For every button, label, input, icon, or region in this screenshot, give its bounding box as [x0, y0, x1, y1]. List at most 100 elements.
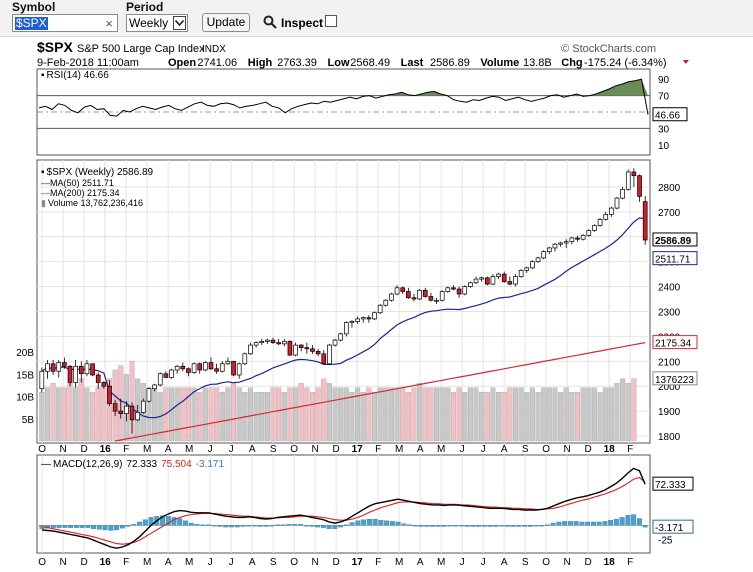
macd-month-label: J: [229, 557, 234, 568]
macd-hist-bar: [412, 525, 418, 527]
candle-body: [642, 201, 648, 241]
down-arrow-icon: [682, 60, 689, 64]
macd-hist-bar: [309, 525, 315, 527]
candle-body: [637, 175, 642, 197]
volume-bar: [580, 387, 586, 442]
volume-bar: [73, 387, 79, 442]
macd-hist-bar: [464, 525, 470, 527]
price-month-label: M: [185, 444, 193, 455]
quote-high-key: High: [248, 57, 273, 69]
ma200-legend: —MA(200) 2175.34: [41, 188, 120, 198]
macd-month-label: O: [38, 557, 46, 568]
macd-hist-bar: [62, 525, 68, 528]
volume-bar: [625, 383, 631, 442]
ma200-tag: 2175.34: [655, 339, 692, 350]
macd-hist-bar: [102, 525, 108, 531]
macd-month-label: A: [249, 557, 256, 568]
volume-bar: [219, 392, 225, 442]
volume-bar: [456, 387, 462, 442]
volume-bar: [360, 392, 366, 442]
candle-body: [428, 296, 434, 301]
volume-bar: [631, 378, 637, 442]
volume-tag-box: [652, 371, 698, 386]
volume-bar: [90, 392, 96, 442]
macd-month-label: N: [564, 557, 571, 568]
macd-hist-bar: [527, 525, 533, 527]
price-month-label: O: [542, 444, 550, 455]
quote-open-key: Open: [168, 57, 196, 69]
volume-bar: [586, 387, 592, 442]
candle-body: [180, 365, 186, 370]
volume-tick-label: 5B: [22, 415, 35, 426]
chevron-down-icon[interactable]: [173, 16, 186, 30]
candle-body: [558, 242, 563, 245]
candle-body: [332, 339, 338, 346]
macd-signal-value: 75.504: [161, 459, 192, 470]
candle-body: [451, 287, 456, 290]
macd-hist-bar: [435, 525, 441, 527]
candle-body: [270, 339, 276, 343]
candle-body: [231, 360, 236, 376]
volume-bar: [608, 387, 614, 442]
macd-hist-bar: [131, 524, 137, 526]
candle-body: [439, 291, 445, 301]
macd-hist-bar: [510, 525, 516, 527]
volume-bar: [597, 392, 603, 442]
price-month-label: N: [60, 444, 67, 455]
candle-body: [530, 261, 535, 269]
volume-bar: [247, 387, 253, 442]
volume-bar: [253, 392, 259, 442]
volume-bar: [95, 387, 101, 442]
volume-bar: [174, 387, 180, 442]
candle-body: [366, 317, 372, 320]
macd-hist-bar: [315, 525, 321, 528]
macd-hist-bar: [579, 521, 585, 526]
price-month-label: 17: [352, 444, 364, 455]
candle-body: [400, 287, 406, 292]
volume-bar: [264, 392, 270, 442]
macd-month-label: F: [375, 557, 381, 568]
candle-body: [67, 365, 73, 383]
candle-body: [276, 342, 281, 345]
volume-tick-label: 15B: [16, 370, 34, 381]
rsi-series: [37, 78, 650, 129]
price-month-label: J: [481, 444, 486, 455]
symbol-input-value: $SPX: [15, 16, 48, 30]
period-select[interactable]: Weekly: [126, 14, 188, 32]
volume-bar: [496, 392, 502, 442]
inspect-checkbox[interactable]: [325, 15, 337, 27]
candle-body: [73, 365, 78, 383]
candle-body: [496, 273, 501, 277]
volume-bar: [293, 387, 299, 442]
volume-tick-label: 20B: [16, 348, 34, 359]
candle-body: [310, 348, 315, 352]
macd-hist-bar: [550, 522, 556, 526]
macd-month-label: M: [395, 557, 403, 568]
macd-hist-bar: [522, 525, 527, 527]
update-button[interactable]: Update: [202, 13, 250, 32]
symbol-input[interactable]: $SPX ×: [12, 14, 118, 32]
macd-month-label: O: [290, 557, 298, 568]
volume-bar: [541, 387, 547, 442]
macd-hist-bar: [125, 525, 131, 527]
macd-hist-bar: [108, 525, 114, 531]
candle-body: [343, 322, 349, 335]
clear-icon[interactable]: ×: [105, 16, 113, 31]
candle-body: [208, 362, 214, 370]
candle-body: [186, 368, 191, 373]
macd-month-label: S: [270, 557, 277, 568]
volume-bar: [84, 387, 90, 442]
stockcharts-brand: © StockCharts.com: [561, 43, 656, 55]
candle-body: [214, 368, 219, 372]
price-month-label: J: [460, 444, 465, 455]
macd-hist-bar: [200, 524, 206, 526]
volume-bar: [507, 387, 513, 442]
macd-hist-bar: [539, 525, 545, 527]
volume-legend-text: Volume 13,762,236,416: [48, 198, 143, 208]
volume-bar: [569, 392, 575, 442]
macd-hist-bar: [499, 525, 504, 527]
candle-body: [417, 289, 422, 300]
candle-body: [349, 321, 355, 324]
price-month-label: S: [270, 444, 277, 455]
volume-bar: [287, 387, 293, 442]
